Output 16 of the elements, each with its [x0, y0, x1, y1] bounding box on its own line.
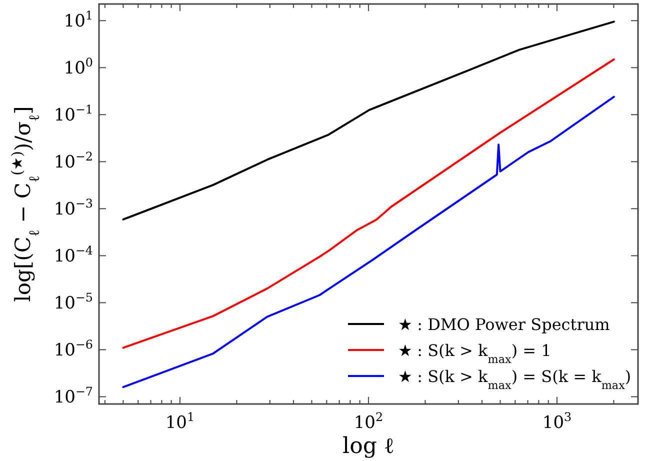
- y-tick-label: 10$^{1}$: [64, 8, 93, 32]
- legend-label: ★ : DMO Power Spectrum: [398, 315, 610, 334]
- x-tick-label: 10$^{1}$: [165, 410, 195, 433]
- x-tick-label: 10$^{3}$: [542, 410, 572, 433]
- y-tick-label: 10$^{−4}$: [54, 244, 93, 267]
- y-tick-label: 10$^{−1}$: [54, 102, 93, 126]
- x-tick-label: 10$^{2}$: [354, 410, 384, 433]
- y-tick-label: 10$^{0}$: [64, 56, 93, 79]
- x-axis-title: log ℓ: [342, 434, 394, 459]
- y-tick-label: 10$^{−3}$: [54, 196, 93, 220]
- y-tick-label: 10$^{−7}$: [54, 384, 93, 408]
- y-tick-label: 10$^{−5}$: [54, 290, 93, 314]
- y-tick-label: 10$^{−2}$: [54, 150, 93, 173]
- legend-label: ★ : S(k > k$_{max}$) = 1: [398, 341, 552, 366]
- legend-label: ★ : S(k > k$_{max}$) = S(k = k$_{max}$): [398, 367, 632, 392]
- y-tick-label: 10$^{−6}$: [54, 338, 93, 361]
